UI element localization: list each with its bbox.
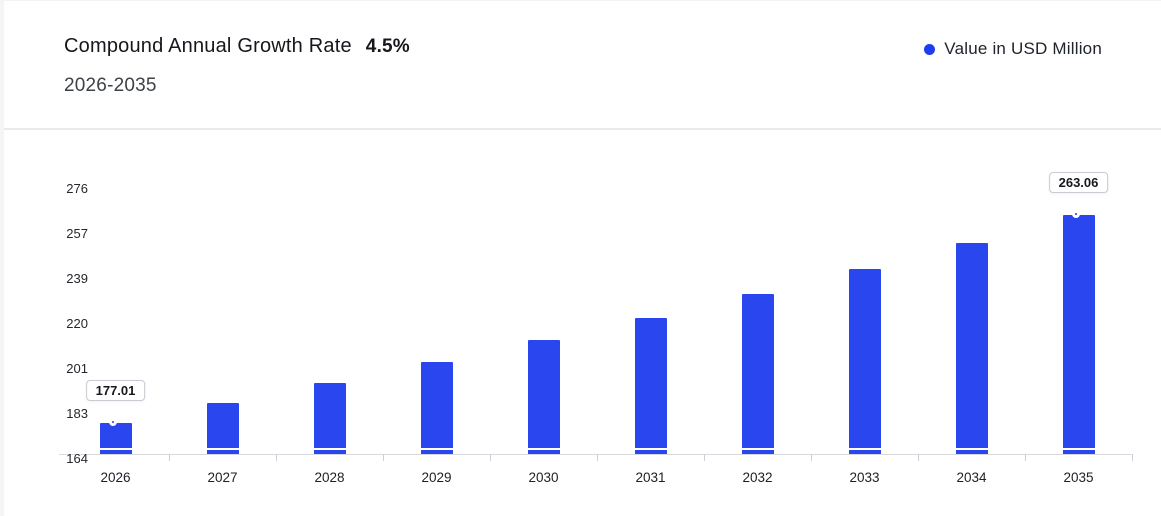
data-point-marker: [108, 417, 117, 426]
y-axis-tick-label: 183: [66, 406, 88, 421]
x-axis-tick: [704, 454, 705, 461]
y-axis-tick-label: 220: [66, 316, 88, 331]
x-axis-tick: [811, 454, 812, 461]
x-axis-label: 2026: [100, 470, 131, 485]
bar-2026[interactable]: [99, 422, 132, 454]
x-axis-tick: [597, 454, 598, 461]
x-axis-label: 2027: [207, 470, 238, 485]
x-axis-line: [59, 454, 1133, 455]
x-axis-tick: [276, 454, 277, 461]
bar-bottom-stripe: [741, 447, 774, 450]
bar-bottom-stripe: [420, 447, 453, 450]
y-axis-tick-label: 276: [66, 181, 88, 196]
legend-label: Value in USD Million: [944, 39, 1102, 58]
legend-item[interactable]: Value in USD Million: [924, 39, 1102, 59]
x-axis-label: 2028: [314, 470, 345, 485]
x-axis-tick: [1025, 454, 1026, 461]
bar-bottom-stripe: [527, 447, 560, 450]
chart-subtitle: 2026-2035: [64, 75, 157, 96]
bar-bottom-stripe: [955, 447, 988, 450]
cagr-value: 4.5%: [365, 36, 410, 57]
x-axis-label: 2035: [1063, 470, 1094, 485]
y-axis-tick-label: 201: [66, 361, 88, 376]
bar-2033[interactable]: [848, 268, 881, 454]
header-divider: [4, 128, 1161, 130]
x-axis-tick: [490, 454, 491, 461]
bar-bottom-stripe: [634, 447, 667, 450]
bar-2034[interactable]: [955, 242, 988, 454]
bar-2028[interactable]: [313, 383, 346, 454]
x-axis-tick: [1132, 454, 1133, 461]
bar-bottom-stripe: [848, 447, 881, 450]
x-axis-tick: [383, 454, 384, 461]
value-label: 263.06: [1048, 172, 1109, 194]
bar-2031[interactable]: [634, 317, 667, 454]
bar-2027[interactable]: [206, 403, 239, 454]
x-axis-label: 2032: [742, 470, 773, 485]
bar-bottom-stripe: [313, 447, 346, 450]
value-label: 177.01: [85, 379, 146, 401]
bar-2030[interactable]: [527, 340, 560, 454]
bar-2032[interactable]: [741, 293, 774, 454]
y-axis-tick-label: 239: [66, 271, 88, 286]
chart-title: Compound Annual Growth Rate: [64, 35, 352, 57]
bar-2035[interactable]: [1062, 215, 1095, 454]
x-axis-label: 2034: [956, 470, 987, 485]
chart-header: Compound Annual Growth Rate 4.5% 2026-20…: [4, 1, 1161, 129]
title-row: Compound Annual Growth Rate 4.5%: [64, 35, 410, 58]
bar-2029[interactable]: [420, 362, 453, 454]
y-axis-tick-label: 164: [66, 451, 88, 466]
x-axis-tick: [169, 454, 170, 461]
x-axis-label: 2033: [849, 470, 880, 485]
x-axis-label: 2030: [528, 470, 559, 485]
x-axis-tick: [918, 454, 919, 461]
bar-bottom-stripe: [99, 447, 132, 450]
x-axis-label: 2029: [421, 470, 452, 485]
bar-bottom-stripe: [206, 447, 239, 450]
y-axis-tick-label: 257: [66, 226, 88, 241]
x-axis-label: 2031: [635, 470, 666, 485]
data-point-marker: [1071, 210, 1080, 219]
legend-dot-icon: [924, 43, 936, 55]
bar-bottom-stripe: [1062, 447, 1095, 450]
bar-chart: 164 183 201 220 239 257 276 2026 2027 2028 2029 203…: [4, 1, 1161, 516]
